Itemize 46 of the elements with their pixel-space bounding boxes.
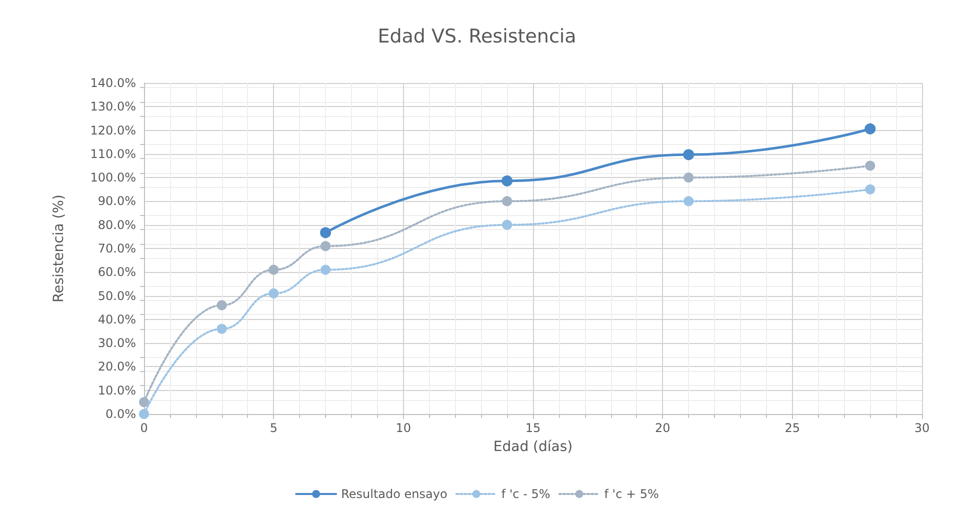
point: [684, 172, 694, 183]
legend-label: f 'c - 5%: [501, 487, 550, 501]
y-tick-label: 80.0%: [98, 218, 136, 232]
chart-title: Edad VS. Resistencia: [378, 26, 576, 48]
point: [216, 300, 227, 310]
y-tick-label: 30.0%: [98, 336, 136, 350]
y-tick-label: 120.0%: [90, 123, 136, 138]
point: [865, 160, 876, 171]
y-tick-label: 130.0%: [90, 100, 136, 114]
y-axis-title: Resistencia (%): [51, 194, 67, 303]
x-tick-label: 25: [784, 421, 800, 435]
point: [320, 264, 331, 275]
x-tick-label: 5: [270, 421, 278, 435]
y-tick-label: 90.0%: [98, 194, 136, 208]
point: [683, 149, 694, 160]
point: [139, 397, 149, 408]
y-tick-label: 20.0%: [98, 360, 136, 374]
x-tick-label: 15: [525, 421, 541, 435]
point: [865, 184, 876, 194]
x-tick-label: 10: [396, 421, 411, 435]
point: [864, 123, 876, 134]
point: [684, 196, 694, 206]
point: [268, 288, 279, 298]
point: [502, 196, 512, 206]
x-tick-label: 20: [655, 421, 670, 435]
y-tick-label: 10.0%: [98, 383, 136, 398]
y-tick-label: 0.0%: [106, 407, 136, 421]
x-axis-title: Edad (días): [493, 439, 573, 455]
legend-label: Resultado ensayo: [341, 487, 448, 501]
point: [268, 264, 279, 275]
point: [216, 324, 227, 334]
point: [320, 241, 331, 252]
y-tick-label: 140.0%: [90, 76, 136, 90]
x-tick-label: 0: [140, 421, 148, 435]
legend-label: f 'c + 5%: [604, 487, 659, 501]
y-tick-label: 110.0%: [90, 146, 136, 161]
y-tick-label: 40.0%: [98, 312, 136, 326]
y-tick-label: 70.0%: [98, 242, 136, 256]
point: [139, 409, 149, 419]
y-tick-label: 50.0%: [98, 288, 136, 303]
point: [502, 220, 512, 230]
y-tick-label: 100.0%: [90, 170, 136, 185]
point: [320, 227, 332, 238]
x-tick-label: 30: [914, 421, 930, 435]
point: [502, 175, 513, 186]
y-tick-label: 60.0%: [98, 265, 136, 280]
